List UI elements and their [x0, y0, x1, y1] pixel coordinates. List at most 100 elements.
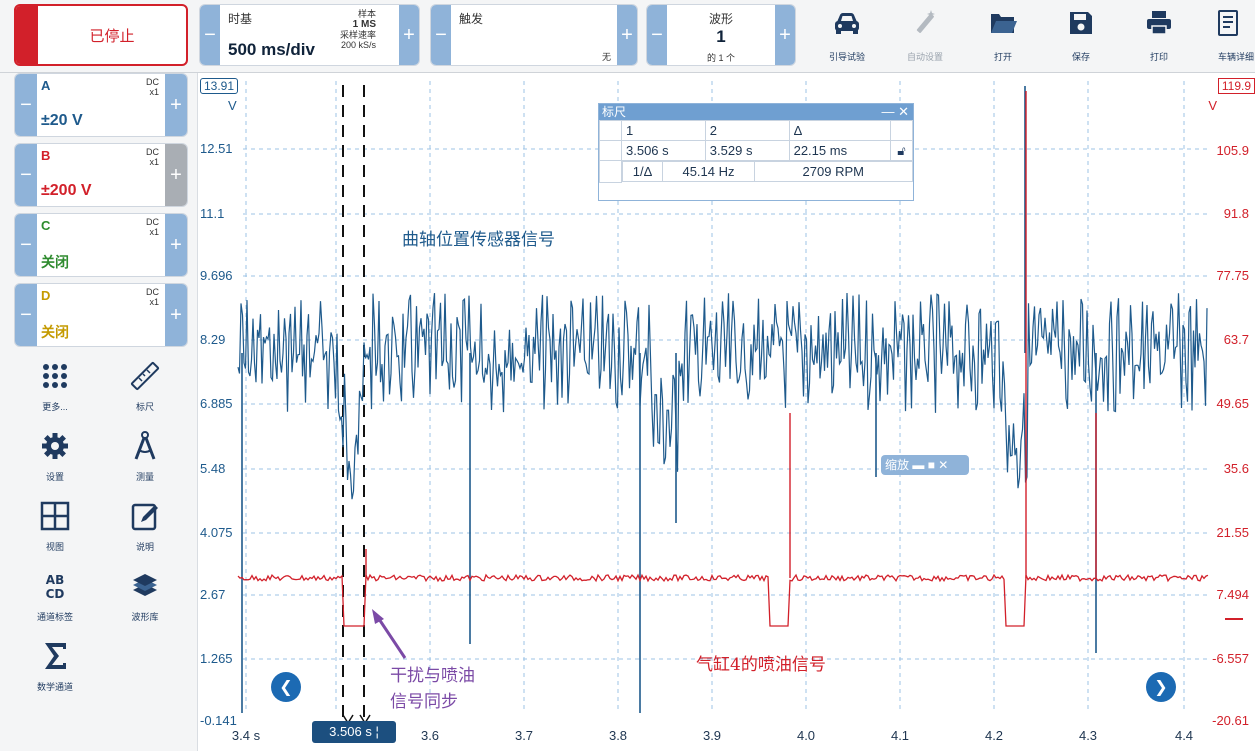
channel-d-range: 关闭: [41, 324, 69, 340]
timebase-value[interactable]: 500 ms/div: [228, 40, 315, 59]
ruler-inverse-label: 1/Δ: [622, 161, 663, 182]
ruler-panel[interactable]: 标尺 — ✕ 1 2 Δ 3.506 s 3.529 s 22.15 ms 🔓︎: [598, 103, 914, 201]
notes-button[interactable]: 说明: [105, 498, 185, 560]
x-axis-tick: 3.4 s: [231, 728, 261, 743]
left-axis-tick: 5.48: [200, 461, 226, 476]
channel-d-coupling: DC x1: [146, 287, 159, 307]
waveform-next-button[interactable]: +: [775, 5, 795, 65]
timebase-increase-button[interactable]: +: [399, 5, 419, 65]
sample-info[interactable]: 样本 1 MS 采样速率 200 kS/s: [326, 9, 376, 50]
save-icon: [1070, 12, 1092, 34]
right-axis-tick: -20.61: [1212, 713, 1249, 728]
channel-a-card[interactable]: − A DC x1 ±20 V +: [14, 73, 188, 137]
trigger-mode[interactable]: 无: [601, 52, 611, 62]
scroll-left-button[interactable]: ❮: [271, 672, 301, 702]
settings-button[interactable]: 设置: [15, 428, 95, 490]
waveform-title: 波形: [708, 12, 733, 26]
view-button[interactable]: 视图: [15, 498, 95, 560]
channel-a-decrease-button[interactable]: −: [15, 74, 37, 136]
interference-annotation-line1: 干扰与喷油: [390, 666, 475, 686]
channel-b-card[interactable]: − B DC x1 ±200 V +: [14, 143, 188, 207]
channel-b-range: ±200 V: [41, 182, 92, 199]
channel-c-range: 关闭: [41, 254, 69, 270]
annotation-arrow: [372, 609, 407, 659]
zoom-label: 缩放: [885, 458, 910, 472]
open-button[interactable]: 打开: [966, 4, 1040, 66]
ruler-button[interactable]: 标尺: [105, 358, 185, 420]
ruler-panel-header[interactable]: 标尺 — ✕: [599, 104, 913, 120]
right-axis-tick: 91.8: [1223, 206, 1249, 221]
waveform-count: 的 1 个: [706, 53, 735, 63]
channel-c-card[interactable]: − C DC x1 关闭 +: [14, 213, 188, 277]
injector-signal-annotation: 气缸4的喷油信号: [696, 655, 826, 675]
open-label: 打开: [993, 52, 1012, 62]
left-axis-tick: 6.885: [200, 396, 233, 411]
ruler-table: 1 2 Δ 3.506 s 3.529 s 22.15 ms 🔓︎ 1/Δ: [599, 120, 913, 183]
channel-d-card[interactable]: − D DC x1 关闭 +: [14, 283, 188, 347]
waveform-prev-button[interactable]: −: [647, 5, 667, 65]
channel-b-decrease-button[interactable]: −: [15, 144, 37, 206]
samples-value: 1 MS: [352, 19, 376, 30]
channel-c-decrease-button[interactable]: −: [15, 214, 37, 276]
left-panel: − A DC x1 ±20 V + − B DC x1 ±200 V + − C D…: [0, 73, 198, 751]
run-stop-button[interactable]: 已停止: [14, 4, 188, 66]
ruler-col-2: 2: [704, 120, 790, 141]
trigger-decrease-button[interactable]: −: [431, 5, 451, 65]
stop-indicator: [16, 6, 38, 64]
zoom-overview[interactable]: 缩放 ▬ ■ ✕: [881, 455, 969, 475]
channel-a-trace: [237, 292, 1208, 500]
channel-c-increase-button[interactable]: +: [165, 214, 187, 276]
print-button[interactable]: 打印: [1122, 4, 1196, 66]
save-button[interactable]: 保存: [1044, 4, 1118, 66]
math-channel-label: 数学通道: [36, 682, 73, 692]
folder-icon: [991, 14, 1017, 33]
guided-test-button[interactable]: 引导试验: [810, 4, 884, 66]
channel-c-name: C: [41, 218, 51, 233]
left-axis-tick: 9.696: [200, 268, 233, 283]
right-axis-tick: 7.494: [1216, 587, 1249, 602]
left-axis-tick: -0.141: [200, 713, 237, 728]
right-axis-tick: 63.7: [1223, 332, 1249, 347]
left-axis-unit: V: [228, 98, 237, 113]
notes-icon: [131, 503, 158, 531]
gear-icon: [42, 433, 68, 459]
more-dots-icon: [43, 364, 67, 388]
channel-labels-button[interactable]: AB CD 通道标签: [15, 568, 95, 630]
auto-setup-label: 自动设置: [906, 52, 943, 62]
more-button[interactable]: 更多...: [15, 358, 95, 420]
math-channel-button[interactable]: 数学通道: [15, 638, 95, 700]
scroll-right-button[interactable]: ❯: [1146, 672, 1176, 702]
channel-b-increase-button[interactable]: +: [165, 144, 187, 206]
ruler-cursor-label[interactable]: 3.506 s ¦: [312, 721, 396, 743]
timebase-decrease-button[interactable]: −: [200, 5, 220, 65]
waveform-library-button[interactable]: 波形库: [105, 568, 185, 630]
measure-button[interactable]: 测量: [105, 428, 185, 490]
channel-a-increase-button[interactable]: +: [165, 74, 187, 136]
channel-d-increase-button[interactable]: +: [165, 284, 187, 346]
crank-signal-annotation: 曲轴位置传感器信号: [402, 230, 555, 250]
zoom-window-buttons[interactable]: ▬ ■ ✕: [912, 458, 949, 472]
x-axis-tick: 4.1: [890, 728, 910, 743]
more-label: 更多...: [42, 402, 68, 412]
left-axis-tick: 2.67: [200, 587, 226, 602]
vehicle-details-button[interactable]: 车辆详细: [1200, 4, 1255, 66]
channel-b-coupling: DC x1: [146, 147, 159, 167]
svg-text:CD: CD: [46, 587, 65, 601]
channel-b-name: B: [41, 148, 51, 163]
right-axis-tick: 105.9: [1216, 143, 1249, 158]
left-axis-top-value[interactable]: 13.91: [200, 78, 239, 94]
interference-annotation-line2: 信号同步: [390, 692, 458, 712]
guided-test-label: 引导试验: [828, 52, 865, 62]
channel-d-decrease-button[interactable]: −: [15, 284, 37, 346]
right-axis-top-value[interactable]: 119.9: [1217, 78, 1255, 94]
run-status-label: 已停止: [89, 27, 135, 45]
ruler-label: 标尺: [135, 402, 154, 412]
right-axis-tick: 35.6: [1223, 461, 1249, 476]
channel-a-spikes: [241, 86, 1097, 713]
trigger-increase-button[interactable]: +: [617, 5, 637, 65]
scope-plot[interactable]: 13.91 V 12.51 11.1 9.696 8.29 6.885 5.48…: [198, 73, 1255, 751]
rate-value: 200 kS/s: [340, 40, 376, 50]
auto-setup-button[interactable]: 自动设置: [888, 4, 962, 66]
ruler-panel-window-buttons[interactable]: — ✕: [881, 104, 909, 119]
lock-icon[interactable]: 🔓︎: [890, 140, 913, 161]
